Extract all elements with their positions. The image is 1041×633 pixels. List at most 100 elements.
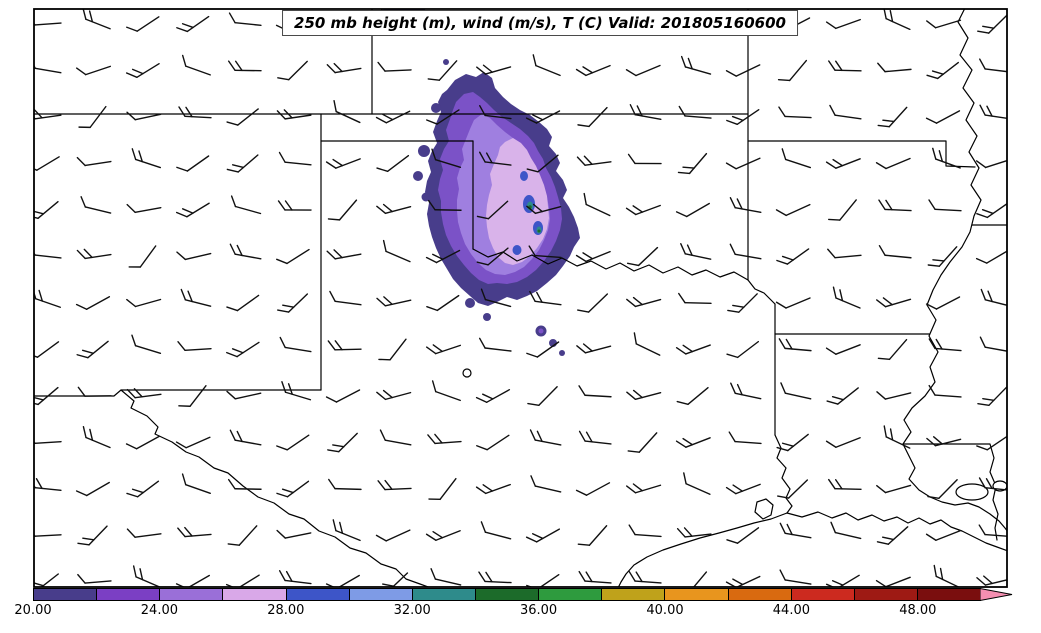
wind-barb <box>530 475 562 493</box>
wind-barb <box>327 340 362 351</box>
wind-barb <box>925 530 961 541</box>
wind-barb <box>627 432 658 453</box>
wind-barb <box>825 158 861 169</box>
wind-barb <box>76 156 112 167</box>
wind-barb <box>76 248 112 260</box>
wind-barb <box>227 60 262 72</box>
wind-barb <box>34 434 62 445</box>
wind-barb <box>329 290 362 306</box>
wind-barb <box>677 152 708 175</box>
louisiana-gulf-coast <box>786 511 1007 552</box>
wind-barb <box>876 484 912 494</box>
wind-barb <box>431 380 461 402</box>
wind-barb <box>675 202 710 218</box>
wind-barb <box>776 248 810 265</box>
wind-barb <box>425 530 461 541</box>
wind-barb <box>325 389 361 403</box>
wind-barb <box>779 569 812 585</box>
wind-barb <box>932 147 961 169</box>
wind-barb <box>825 437 861 448</box>
wind-barb <box>180 288 212 307</box>
wind-barb <box>925 110 961 124</box>
wind-barb <box>177 526 212 538</box>
colorbar-tick-label: 24.00 <box>140 603 178 618</box>
wind-barb <box>177 341 212 352</box>
wind-barb <box>229 243 262 260</box>
wind-barb <box>527 386 558 406</box>
wind-barb <box>34 386 59 406</box>
wind-barb <box>479 105 512 120</box>
wind-barb <box>333 99 361 124</box>
wind-barb <box>926 436 962 447</box>
colorbar-segment <box>791 589 855 600</box>
colorbar-segment <box>854 589 918 600</box>
colorbar-tick-label: 20.00 <box>14 603 52 618</box>
wind-barb <box>326 249 362 260</box>
wind-barb <box>126 528 162 538</box>
wind-barb <box>577 525 608 546</box>
wind-barb <box>226 341 260 358</box>
wind-barb <box>132 565 161 587</box>
wind-barb <box>926 61 959 80</box>
wind-barb <box>77 386 112 397</box>
wind-barb <box>577 293 609 313</box>
wind-barb <box>425 249 461 264</box>
colorbar-arrow <box>980 588 1013 602</box>
wind-barb <box>375 110 411 124</box>
wind-barb <box>532 54 561 77</box>
colorbar-tick-label: 40.00 <box>646 603 684 618</box>
wind-barb <box>476 200 509 220</box>
wind-barb <box>627 153 662 165</box>
wind-barb <box>625 64 661 77</box>
lake-pontchartrain <box>955 483 989 501</box>
wind-barb <box>876 391 912 400</box>
wind-barb <box>575 482 611 496</box>
wind-barb <box>479 151 512 166</box>
wind-barb <box>478 337 512 352</box>
wind-barb <box>34 341 60 358</box>
wind-barb <box>683 472 711 495</box>
wind-barb <box>575 250 611 263</box>
wind-barb <box>726 340 760 359</box>
wind-barb <box>925 296 961 310</box>
wind-barb <box>480 288 512 308</box>
wind-barb <box>728 431 762 445</box>
wind-barb <box>726 109 760 125</box>
wind-barb <box>875 576 911 587</box>
wind-barb <box>878 199 912 212</box>
wind-barb <box>583 192 611 217</box>
colorbar-segment <box>665 589 729 600</box>
colorbar-segment <box>349 589 413 600</box>
wind-barb <box>126 111 162 121</box>
wind-barb <box>476 434 510 451</box>
wind-barb <box>778 106 812 119</box>
wind-barb <box>680 55 712 75</box>
wind-barb <box>277 293 309 313</box>
wind-barb <box>883 9 911 31</box>
state-borders <box>34 9 1007 587</box>
wind-barb <box>775 203 811 217</box>
wind-barb <box>777 479 809 499</box>
colorbar-tick-label: 28.00 <box>267 603 305 618</box>
wind-barb <box>427 433 462 445</box>
wind-barb <box>776 433 809 452</box>
wind-barb <box>688 571 708 587</box>
wind-barb <box>525 110 561 124</box>
wind-barb <box>626 389 662 400</box>
wind-barb <box>578 385 612 398</box>
wind-barb <box>281 381 312 401</box>
wind-barb <box>227 525 258 546</box>
wind-barb <box>226 154 259 173</box>
wind-barb <box>227 478 262 490</box>
wind-barb <box>678 292 712 305</box>
wind-barb <box>126 388 162 399</box>
sabine-river <box>774 434 793 514</box>
wind-barb <box>181 473 211 494</box>
wind-barb <box>75 296 111 310</box>
wind-barb <box>578 570 612 584</box>
wind-barb <box>475 483 511 495</box>
wind-barb <box>778 338 812 352</box>
wind-barb <box>876 526 909 545</box>
wind-barb <box>277 200 312 211</box>
